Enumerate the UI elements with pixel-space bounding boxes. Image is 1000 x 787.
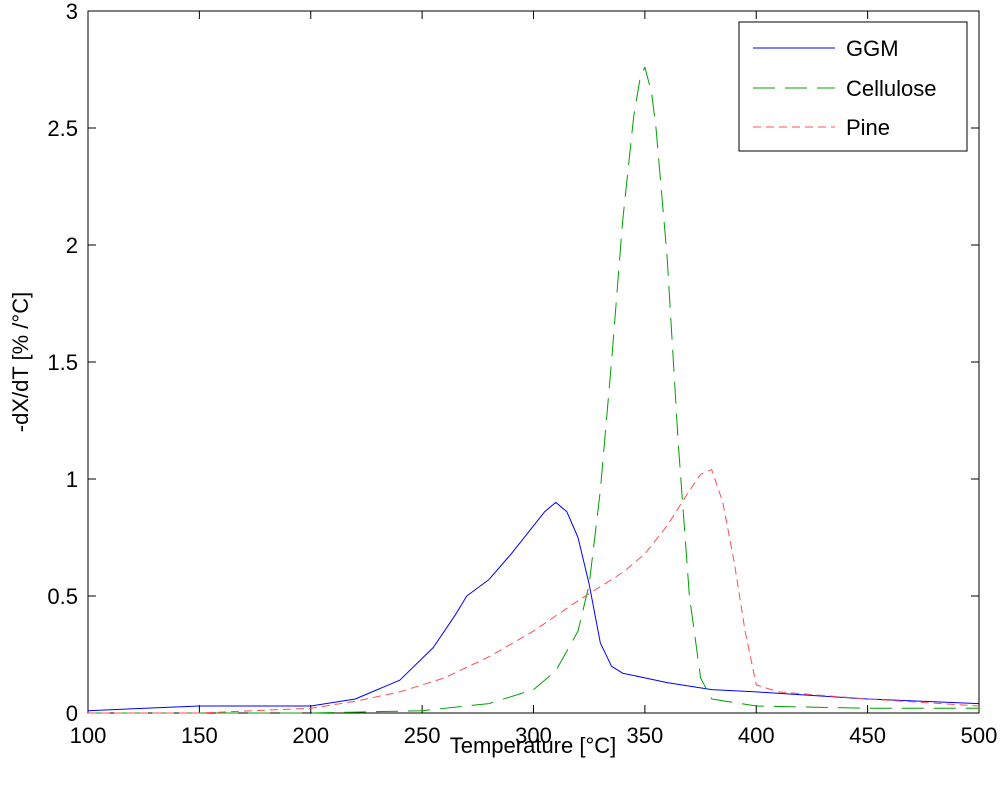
legend-box [738, 21, 968, 152]
x-tick-label: 150 [181, 723, 218, 748]
legend-label-pine: Pine [846, 115, 890, 140]
y-axis-ticks: 0 0.5 1 1.5 2 2.5 3 [47, 0, 979, 726]
y-tick-label: 1 [66, 467, 78, 492]
x-axis-title: Temperature [°C] [450, 733, 617, 758]
x-tick-label: 250 [404, 723, 441, 748]
x-tick-label: 350 [627, 723, 664, 748]
x-tick-label: 100 [70, 723, 107, 748]
x-tick-label: 400 [738, 723, 775, 748]
y-axis-title: -dX/dT [% /°C] [8, 292, 33, 432]
x-tick-label: 300 [515, 723, 552, 748]
y-tick-label: 0.5 [47, 584, 78, 609]
y-tick-label: 1.5 [47, 350, 78, 375]
x-axis-ticks: 100 150 200 250 300 350 400 450 500 [70, 11, 998, 748]
y-tick-label: 3 [66, 0, 78, 24]
series-line-cellulose [88, 66, 979, 714]
series-layer [87, 66, 980, 714]
x-tick-label: 450 [849, 723, 886, 748]
y-tick-label: 0 [66, 701, 78, 726]
series-line-pine [88, 469, 980, 714]
legend-label-cellulose: Cellulose [846, 76, 937, 101]
legend: GGM Cellulose Pine [738, 21, 968, 152]
y-tick-label: 2.5 [47, 116, 78, 141]
x-tick-label: 500 [961, 723, 998, 748]
legend-label-ggm: GGM [846, 36, 899, 61]
series-line-ggm [87, 501, 980, 712]
y-tick-label: 2 [66, 233, 78, 258]
x-tick-label: 200 [292, 723, 329, 748]
